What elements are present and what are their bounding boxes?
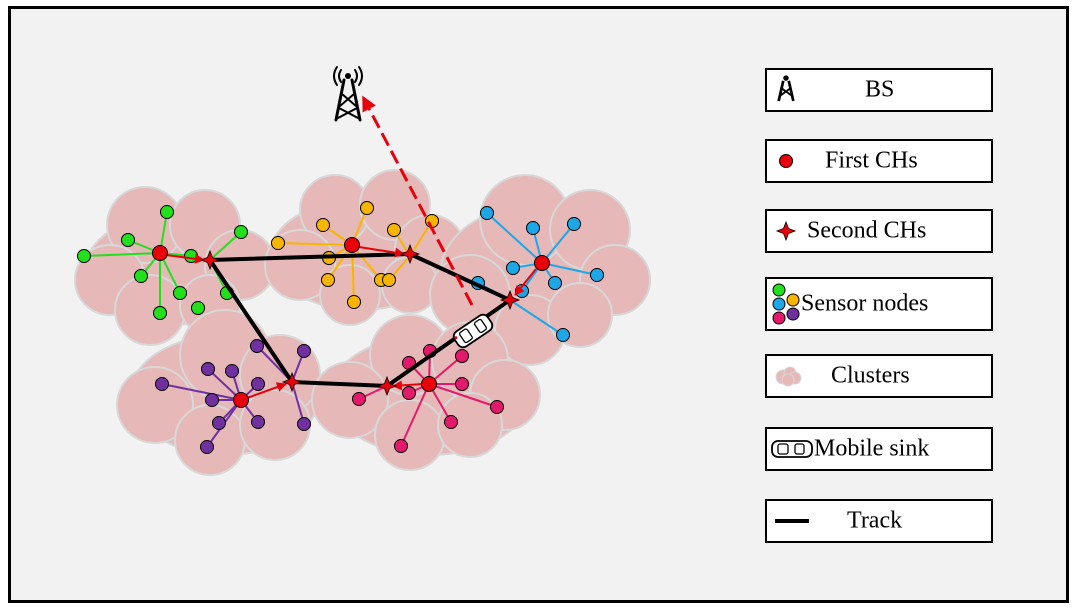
track-path: [208, 252, 512, 388]
pink-sensor-nodes: [352, 344, 504, 453]
legend-bs-label: BS: [865, 76, 895, 103]
star-icon: [775, 220, 797, 242]
ch-arrows: [165, 246, 537, 399]
tower-icon: [777, 75, 795, 102]
second-chs: [199, 243, 521, 397]
sensor-dots-icon: [772, 283, 800, 325]
legend-second-chs: Second CHs: [765, 209, 993, 253]
legend-track: Track: [765, 499, 993, 543]
legend-track-label: Track: [847, 507, 903, 534]
legend-mobile-sink-label: Mobile sink: [814, 435, 930, 462]
mobile-sink: [452, 313, 494, 349]
legend-bs: BS: [765, 68, 993, 112]
legend-mobile-sink: Mobile sink: [765, 427, 993, 471]
tower-icon: [333, 66, 363, 122]
legend-clusters-label: Clusters: [831, 362, 910, 389]
line-icon: [775, 519, 809, 523]
car-icon: [771, 440, 813, 458]
legend-clusters: Clusters: [765, 354, 993, 398]
first-chs: [152, 237, 550, 408]
cloud-icon: [775, 366, 802, 387]
legend-sensor-nodes: Sensor nodes: [765, 277, 993, 331]
legend-first-chs-label: First CHs: [825, 147, 918, 174]
legend-sensor-nodes-label: Sensor nodes: [801, 290, 929, 317]
dot-icon: [779, 154, 793, 168]
purple-sensor-nodes: [155, 339, 311, 454]
legend-first-chs: First CHs: [765, 139, 993, 183]
legend-second-chs-label: Second CHs: [807, 217, 927, 244]
green-sensor-nodes: [77, 205, 248, 320]
